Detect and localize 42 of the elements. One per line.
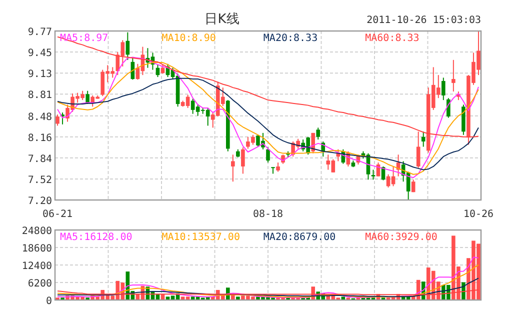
y-tick-label: 7.52	[28, 174, 52, 186]
candlestick	[316, 127, 320, 140]
candlestick	[266, 146, 270, 164]
candlestick	[452, 59, 456, 92]
y-tick-label: 9.13	[28, 69, 52, 80]
chart-title: 日K线	[204, 12, 240, 27]
text: MA5:16128.00	[60, 232, 132, 243]
candlestick	[421, 131, 426, 148]
text: MA60:3929.00	[365, 232, 438, 243]
y-tick-label: 6200	[28, 278, 52, 290]
candlestick	[446, 98, 450, 118]
x-tick-label: 10-26	[463, 209, 494, 220]
series-label: MA10:8.90	[162, 33, 216, 44]
candlestick	[442, 77, 446, 101]
candlestick	[416, 131, 420, 168]
y-tick-label: 0	[46, 296, 52, 307]
y-tick-label: 8.81	[28, 90, 52, 102]
candlestick	[126, 32, 130, 60]
x-tick-label: 08-18	[252, 209, 284, 220]
y-tick-label: 24800	[22, 226, 52, 237]
text: MA20:8.33	[263, 33, 318, 44]
bar	[236, 296, 240, 300]
y-tick-label: 8.16	[28, 132, 52, 144]
candlestick	[56, 114, 60, 126]
text: MA60:8.33	[365, 33, 420, 44]
y-tick-label: 9.77	[28, 27, 52, 38]
candlestick	[411, 179, 416, 193]
text: MA10:13537.00	[162, 232, 240, 243]
y-tick-label: 7.20	[28, 196, 52, 207]
y-tick-label: 9.45	[28, 48, 52, 60]
y-tick-label: 7.84	[28, 154, 52, 165]
candlestick	[241, 146, 245, 174]
candlestick	[276, 162, 280, 172]
candlestick	[231, 154, 235, 182]
line-series	[57, 256, 479, 298]
y-tick-label: 12400	[22, 261, 52, 272]
x-tick-label: 06-21	[42, 209, 73, 220]
text: MA20:8679.00	[263, 232, 336, 243]
text: 2011-10-26 15:03:03	[366, 15, 481, 26]
y-tick-label: 8.48	[28, 112, 52, 123]
candlestick	[371, 169, 376, 180]
y-tick-label: 18600	[22, 244, 52, 254]
